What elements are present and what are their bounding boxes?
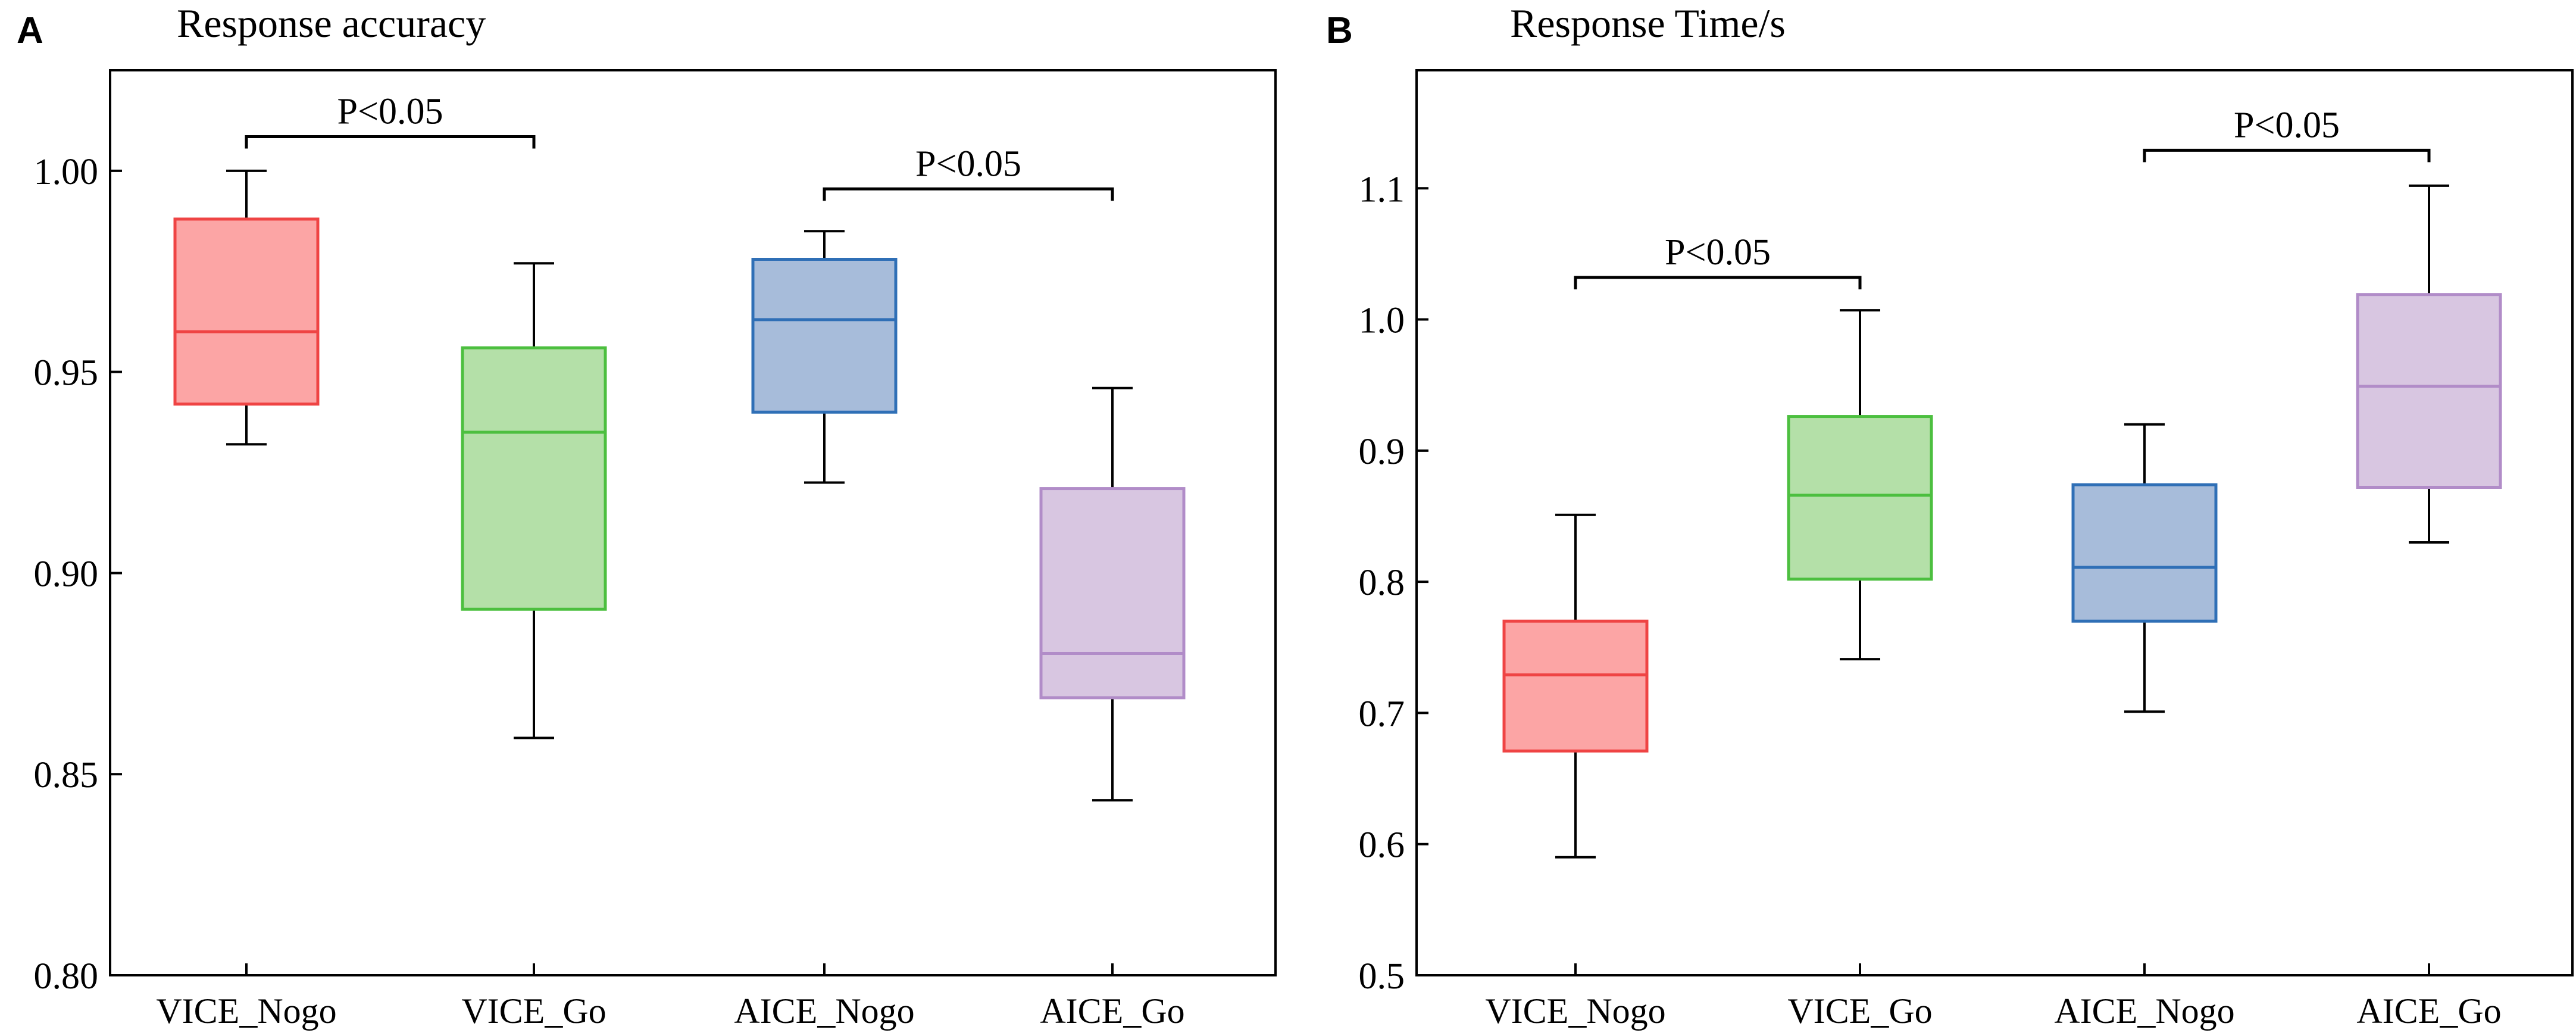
panel-a-ytick-label: 0.90 (34, 554, 99, 594)
significance-label: P<0.05 (337, 91, 443, 132)
box-vice-nogo (173, 217, 320, 406)
panel-a-ytick-label: 0.80 (34, 956, 99, 997)
panel-a-ytick-label: 1.00 (34, 152, 99, 192)
panel-b-ytick-label: 0.9 (1359, 432, 1405, 472)
panel-b-plot-frame (1415, 69, 2574, 976)
panel-b-label: B (1326, 10, 1353, 51)
panel-a-label: A (17, 10, 43, 51)
panel-a-marks: 0.80 0.85 0.90 0.95 1.00 VICE_Nogo VICE_Go AICE… (34, 91, 1186, 1031)
panel-b-ytick-label: 0.8 (1359, 563, 1405, 603)
panel-b-ytick-label: 1.0 (1359, 301, 1405, 341)
significance-bracket (823, 187, 1114, 201)
panel-b-xtick-label: VICE_Go (1787, 991, 1932, 1031)
significance-label: P<0.05 (1665, 232, 1771, 273)
panel-b-xtick-label: AICE_Go (2356, 991, 2501, 1031)
significance-label: P<0.05 (2234, 105, 2340, 145)
panel-a-xtick-label: VICE_Go (461, 991, 606, 1031)
panel-a-xtick-label: VICE_Nogo (156, 991, 336, 1031)
panel-b-marks: 0.5 0.6 0.7 0.8 0.9 1.0 1.1 VICE_Nogo VICE_Go AIC… (1359, 105, 2502, 1031)
panel-b-ytick-label: 1.1 (1359, 169, 1405, 210)
panel-a-title: Response accuracy (177, 1, 486, 46)
box-aice-nogo (2071, 483, 2218, 623)
panel-b-ytick-label: 0.6 (1359, 825, 1405, 866)
significance-bracket (2143, 148, 2431, 163)
box-aice-go (2356, 293, 2502, 489)
box-vice-nogo (1502, 619, 1649, 753)
significance-bracket (245, 135, 536, 149)
box-aice-nogo (751, 258, 898, 414)
panel-a-ytick-label: 0.85 (34, 755, 99, 795)
panel-a-ytick-label: 0.95 (34, 353, 99, 394)
panel-a-xtick-label: AICE_Go (1040, 991, 1184, 1031)
box-vice-go (461, 346, 607, 611)
panel-b-ytick-label: 0.7 (1359, 694, 1405, 734)
box-aice-go (1039, 487, 1186, 700)
box-vice-go (1787, 415, 1933, 581)
significance-bracket (1574, 276, 1862, 290)
panel-b-xtick-label: AICE_Nogo (2054, 991, 2234, 1031)
panel-b: B Response Time/s 0.5 0.6 0.7 0.8 0.9 1.0 1.1 V… (1326, 1, 2574, 1031)
panel-b-xtick-label: VICE_Nogo (1485, 991, 1665, 1031)
panel-a-xtick-label: AICE_Nogo (734, 991, 914, 1031)
panel-a: A Response accuracy 0.80 0.85 0.90 0.95 1.00… (17, 1, 1277, 1031)
significance-label: P<0.05 (915, 143, 1021, 184)
panel-b-ytick-label: 0.5 (1359, 956, 1405, 997)
panel-b-title: Response Time/s (1510, 1, 1786, 46)
panel-a-plot-frame (109, 69, 1277, 976)
